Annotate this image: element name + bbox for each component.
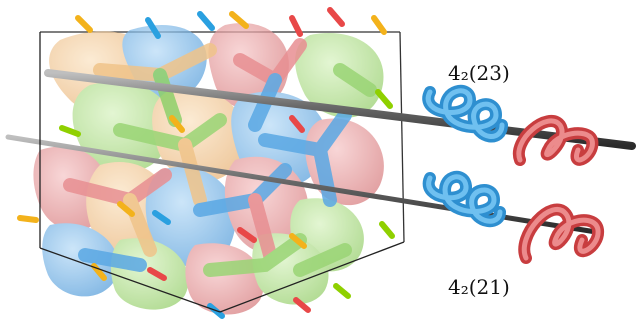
box-frame-front bbox=[39, 32, 405, 313]
top-axis-label: 4₂(23) bbox=[448, 61, 510, 85]
network-rod-tips bbox=[17, 7, 395, 319]
bottom-axis-label: 4₂(21) bbox=[448, 275, 510, 299]
red-helix-bottom bbox=[518, 203, 604, 264]
blue-helix-icon bbox=[422, 85, 508, 143]
blue-helix-bottom bbox=[422, 170, 506, 227]
red-helix-top bbox=[512, 115, 599, 166]
network-struts bbox=[63, 38, 377, 277]
blue-helix-top bbox=[422, 85, 508, 143]
